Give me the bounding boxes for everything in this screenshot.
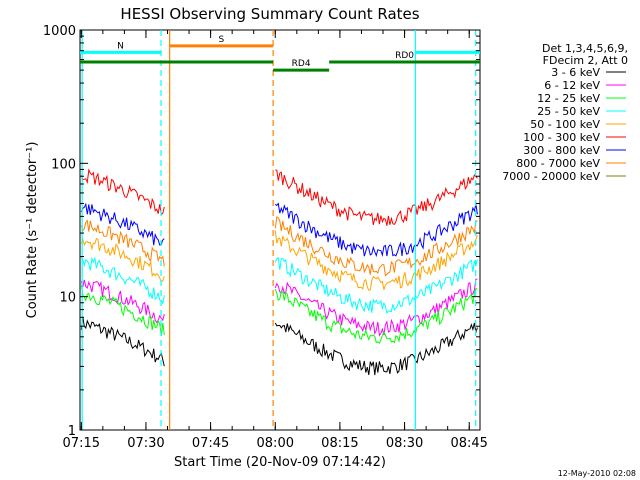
x-tick-label: 07:45: [192, 436, 229, 451]
legend-entry-label: 3 - 6 keV: [551, 66, 600, 79]
series-line: [274, 216, 478, 277]
state-bar-label: S: [219, 35, 225, 45]
x-tick-label: 08:30: [386, 436, 423, 451]
series-line: [80, 168, 165, 216]
series-line: [80, 316, 165, 367]
legend-entry-label: 6 - 12 keV: [544, 79, 600, 92]
series-line: [274, 256, 478, 315]
y-tick-label: 1000: [43, 24, 76, 39]
chart-title: HESSI Observing Summary Count Rates: [120, 5, 419, 23]
series-line: [275, 169, 478, 226]
legend-entry-label: 25 - 50 keV: [537, 105, 600, 118]
x-axis-label: Start Time (20-Nov-09 07:14:42): [174, 455, 386, 470]
state-bar-label: N: [117, 41, 124, 51]
y-axis-label: Count Rate (s⁻¹ detector⁻¹): [25, 142, 40, 319]
legend-header: FDecim 2, Att 0: [543, 54, 628, 67]
series-line: [274, 230, 478, 291]
legend-entry-label: 300 - 800 keV: [523, 144, 600, 157]
y-tick-label: 1: [68, 424, 76, 439]
x-tick-label: 07:30: [127, 436, 164, 451]
series-line: [274, 322, 478, 376]
x-tick-label: 07:15: [63, 436, 100, 451]
plot-area-frame: [79, 29, 481, 431]
legend-entry-label: 12 - 25 keV: [537, 92, 600, 105]
series-line: [274, 287, 478, 345]
legend-entry-label: 50 - 100 keV: [530, 118, 600, 131]
legend-entry-label: 100 - 300 keV: [523, 131, 600, 144]
x-tick-label: 08:15: [321, 436, 358, 451]
series-line: [275, 202, 478, 258]
x-tick-label: 08:00: [257, 436, 294, 451]
series-line: [274, 278, 478, 337]
y-tick-label: 100: [51, 157, 76, 172]
legend-entry-label: 7000 - 20000 keV: [502, 170, 600, 183]
series-line: [80, 279, 165, 324]
series-line: [80, 219, 165, 267]
series-line: [80, 237, 165, 283]
footer-date: 12-May-2010 02:08: [558, 469, 636, 478]
series-line: [80, 202, 165, 246]
series-line: [80, 285, 165, 337]
state-bar-label: RD0: [395, 51, 414, 61]
state-bar-label: RD4: [292, 59, 311, 69]
x-tick-label: 08:45: [450, 436, 487, 451]
legend-header: Det 1,3,4,5,6,9,: [542, 42, 628, 55]
y-tick-label: 10: [59, 291, 76, 306]
series-line: [80, 256, 165, 305]
legend-entry-label: 800 - 7000 keV: [516, 157, 600, 170]
